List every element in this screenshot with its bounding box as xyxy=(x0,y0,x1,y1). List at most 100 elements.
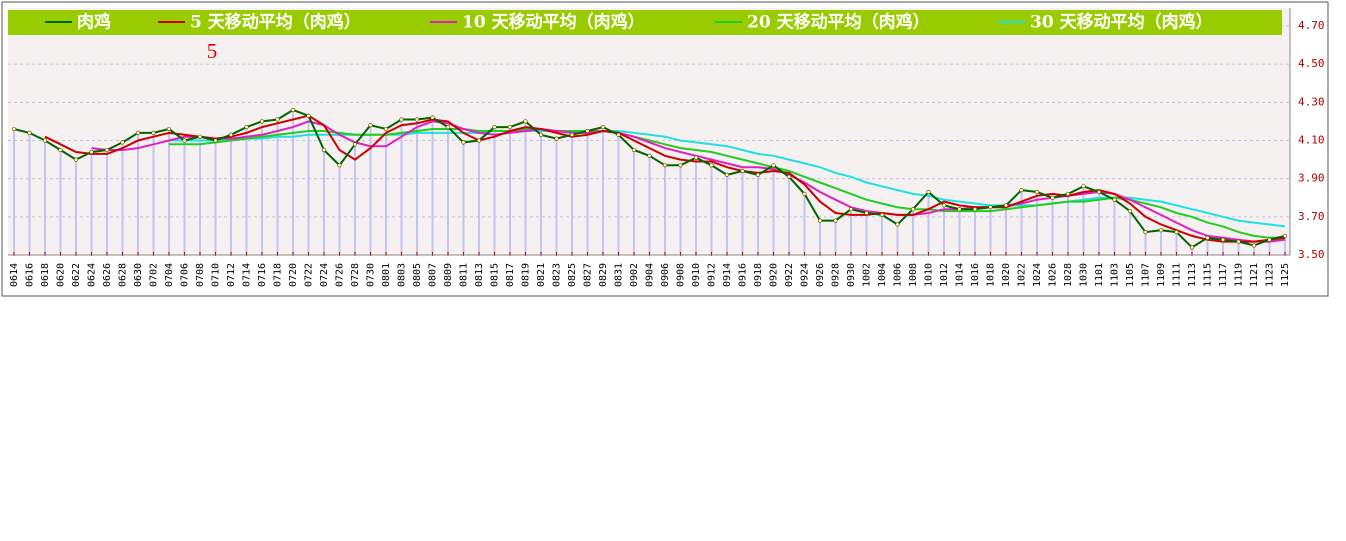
x-tick-label: 0618 xyxy=(40,263,51,287)
x-tick-label: 1028 xyxy=(1063,263,1074,287)
x-tick-label: 0819 xyxy=(521,263,532,287)
price-marker xyxy=(724,172,730,177)
legend-label: 肉鸡 xyxy=(77,12,111,33)
x-tick-label: 1109 xyxy=(1156,263,1167,287)
price-marker xyxy=(104,147,110,153)
price-marker xyxy=(430,115,435,120)
x-tick-label: 0813 xyxy=(474,263,485,287)
price-marker xyxy=(461,140,466,145)
price-marker xyxy=(569,132,575,137)
price-marker xyxy=(740,168,745,174)
price-marker xyxy=(864,210,869,216)
series-line xyxy=(44,114,1286,243)
price-marker xyxy=(631,147,637,153)
price-marker xyxy=(647,153,652,158)
price-marker xyxy=(321,147,327,153)
price-marker xyxy=(957,207,962,212)
x-tick-label: 0805 xyxy=(412,263,423,287)
x-tick-label: 0823 xyxy=(552,263,563,287)
price-marker xyxy=(895,222,900,227)
y-tick-label: 4.10 xyxy=(1298,134,1325,147)
x-tick-label: 1030 xyxy=(1079,263,1090,287)
price-marker xyxy=(1081,184,1086,189)
price-marker xyxy=(910,207,916,212)
x-tick-label: 0821 xyxy=(536,263,547,287)
x-tick-label: 1026 xyxy=(1048,263,1059,287)
price-marker xyxy=(507,125,513,130)
x-tick-label: 1012 xyxy=(939,263,950,287)
y-tick-label: 3.50 xyxy=(1298,248,1325,261)
x-tick-label: 0930 xyxy=(846,263,857,287)
price-marker xyxy=(399,117,404,122)
x-tick-label: 1006 xyxy=(893,263,904,287)
x-tick-label: 0616 xyxy=(25,263,36,287)
x-tick-label: 1014 xyxy=(955,263,966,287)
x-tick-label: 1107 xyxy=(1141,263,1152,287)
x-tick-label: 0722 xyxy=(304,263,315,287)
price-marker xyxy=(1143,230,1148,235)
x-tick-label: 0815 xyxy=(490,263,501,287)
price-marker xyxy=(337,163,342,168)
price-marker xyxy=(1251,243,1257,248)
x-tick-label: 1022 xyxy=(1017,263,1028,287)
x-tick-label: 0918 xyxy=(753,263,764,287)
price-marker xyxy=(476,138,482,143)
x-tick-label: 0710 xyxy=(211,263,222,287)
price-marker xyxy=(709,163,714,168)
x-tick-label: 0902 xyxy=(629,263,640,287)
x-tick-label: 0904 xyxy=(645,263,656,287)
x-tick-label: 0831 xyxy=(614,263,625,287)
x-tick-label: 0718 xyxy=(273,263,284,287)
price-marker xyxy=(42,138,48,143)
x-tick-label: 0924 xyxy=(800,263,811,287)
price-marker xyxy=(1267,237,1272,242)
x-tick-label: 1101 xyxy=(1094,263,1105,287)
price-marker xyxy=(166,126,172,132)
x-tick-label: 0829 xyxy=(598,263,609,287)
price-marker xyxy=(151,130,156,135)
x-tick-label: 0825 xyxy=(567,263,578,287)
x-tick-label: 1016 xyxy=(970,263,981,287)
x-tick-label: 0912 xyxy=(707,263,718,287)
x-tick-label: 1119 xyxy=(1234,263,1245,287)
price-marker xyxy=(693,155,699,160)
x-tick-label: 0914 xyxy=(722,263,733,287)
price-marker xyxy=(941,203,947,208)
series-line xyxy=(169,128,1285,239)
price-marker xyxy=(833,218,838,223)
price-marker xyxy=(554,136,559,141)
x-tick-label: 0926 xyxy=(815,263,826,287)
price-marker xyxy=(678,163,683,168)
y-tick-label: 3.70 xyxy=(1298,210,1325,223)
price-marker xyxy=(817,218,823,223)
price-marker xyxy=(1236,239,1241,244)
x-tick-label: 0624 xyxy=(87,263,98,287)
legend-label: 30 天移动平均（肉鸡） xyxy=(1030,12,1213,33)
x-tick-label: 0630 xyxy=(133,263,144,287)
x-tick-label: 0916 xyxy=(738,263,749,287)
price-marker xyxy=(383,126,389,132)
x-tick-label: 1125 xyxy=(1280,263,1291,287)
x-tick-label: 0702 xyxy=(149,263,160,287)
price-marker xyxy=(538,132,544,137)
x-tick-label: 0622 xyxy=(71,263,82,287)
price-marker xyxy=(585,128,590,134)
x-tick-label: 1103 xyxy=(1110,263,1121,287)
price-marker xyxy=(1034,189,1040,195)
price-marker xyxy=(182,138,187,143)
x-tick-label: 0704 xyxy=(164,263,175,287)
price-marker xyxy=(600,125,606,130)
legend-label: 20 天移动平均（肉鸡） xyxy=(747,12,930,33)
price-marker xyxy=(11,126,17,132)
price-marker xyxy=(802,191,807,197)
price-marker xyxy=(879,212,885,218)
x-tick-label: 1018 xyxy=(986,263,997,287)
price-marker xyxy=(771,163,776,168)
y-tick-label: 4.30 xyxy=(1298,95,1325,108)
price-marker xyxy=(27,130,32,135)
x-tick-label: 1111 xyxy=(1172,263,1183,287)
price-marker xyxy=(89,149,94,155)
x-tick-label: 0906 xyxy=(660,263,671,287)
price-marker xyxy=(368,123,373,128)
y-tick-label: 4.50 xyxy=(1298,57,1325,70)
